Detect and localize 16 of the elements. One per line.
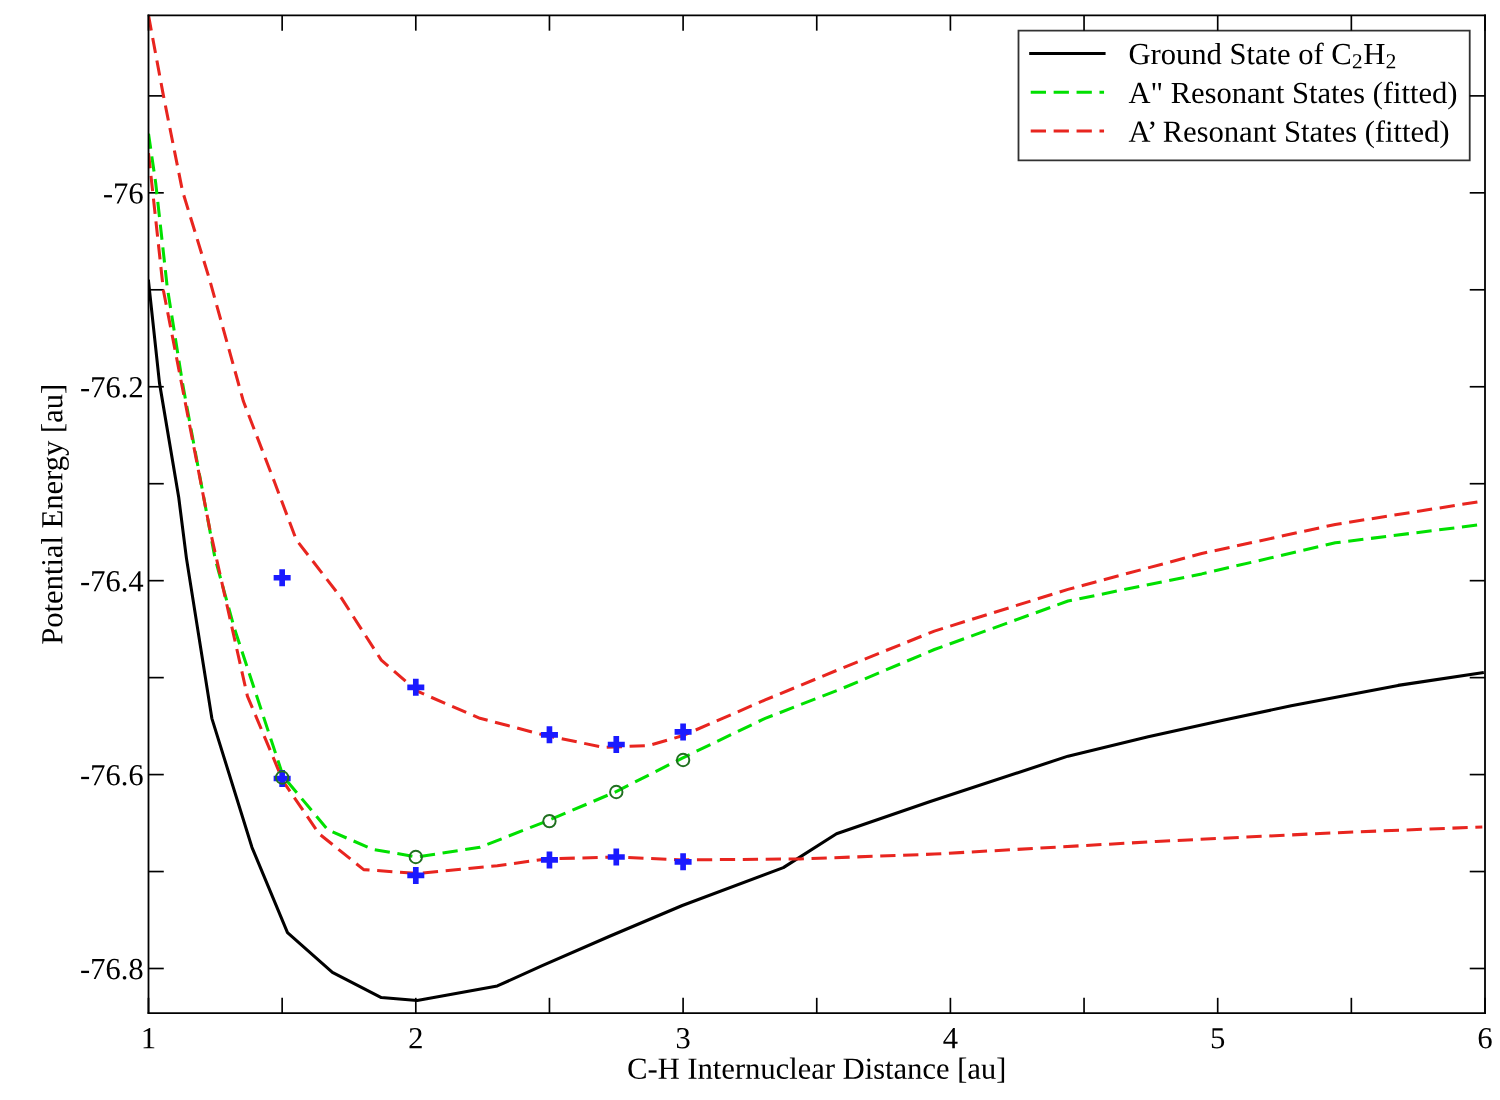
x-tick-label: 4 xyxy=(943,1028,958,1049)
x-tick-label: 6 xyxy=(1478,1027,1492,1049)
legend-label: A" Resonant States (fitted) xyxy=(1128,81,1457,110)
y-tick-label: -76.6 xyxy=(81,764,143,786)
legend-label: Ground State of C$_{2}$H$_{2}$ xyxy=(1129,42,1396,69)
x-tick-label: 1 xyxy=(143,1028,155,1049)
y-axis-title: Potential Energy [au] xyxy=(41,386,69,644)
x-tick-label: 5 xyxy=(1211,1028,1225,1049)
x-tick-label: 3 xyxy=(676,1027,690,1049)
y-tick-label: -76.4 xyxy=(81,571,144,592)
x-tick-label: 2 xyxy=(409,1027,422,1049)
y-tick-label: -76.8 xyxy=(81,958,143,980)
legend-label: A’ Resonant States (fitted) xyxy=(1128,120,1449,149)
y-tick-label: -76 xyxy=(104,183,143,204)
x-axis-title: C-H Internuclear Distance [au] xyxy=(628,1057,1005,1083)
y-tick-label: -76.2 xyxy=(81,377,142,398)
